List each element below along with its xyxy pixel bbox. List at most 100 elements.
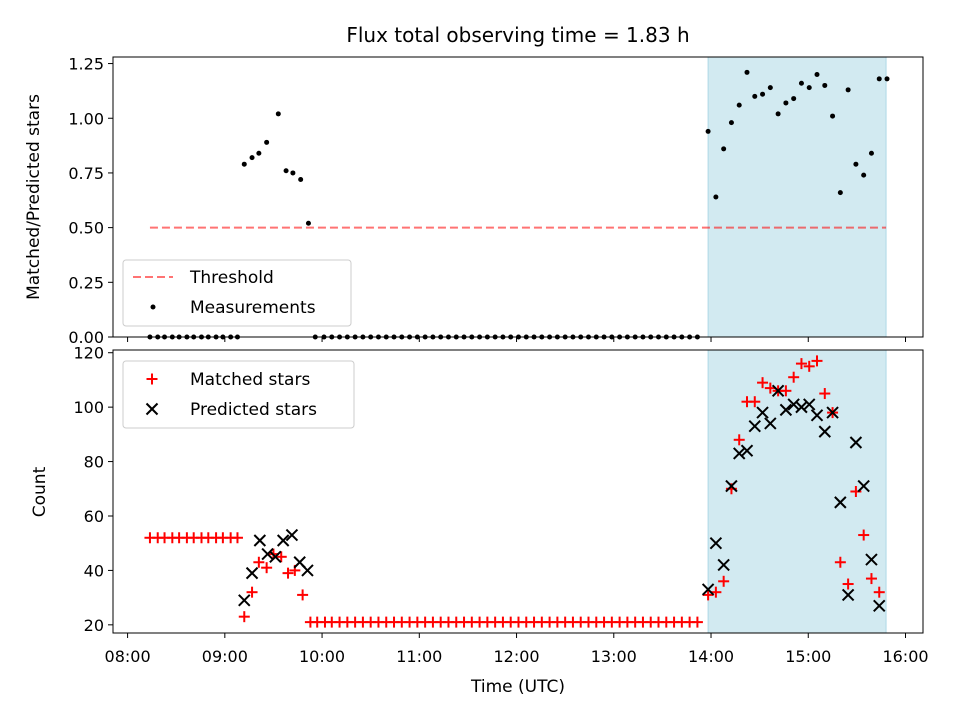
predicted-star-point-b bbox=[834, 496, 847, 509]
predicted-star-point bbox=[276, 534, 290, 547]
top-ytick-label: 1.25 bbox=[68, 55, 104, 74]
predicted-star-point-b bbox=[269, 550, 282, 564]
predicted-star-point bbox=[841, 588, 855, 602]
predicted-star-point-b bbox=[865, 553, 878, 566]
bottom-legend-box bbox=[122, 360, 355, 429]
predicted-star-point bbox=[717, 558, 730, 572]
matched-star-point bbox=[749, 396, 761, 408]
matched-star-point bbox=[873, 586, 885, 598]
predicted-star-point bbox=[857, 479, 870, 493]
measurement-point bbox=[744, 69, 750, 75]
matched-star-point bbox=[238, 611, 250, 623]
bottom-xtick-label: 11:00 bbox=[396, 647, 442, 666]
bottom-y-axis-label: Count bbox=[30, 466, 50, 517]
matched-star-point bbox=[275, 551, 287, 563]
top-ytick-label: 0.00 bbox=[68, 328, 104, 347]
top-y-ticks: 0.00 0.25 0.50 0.75 1.00 1.25 bbox=[68, 55, 113, 347]
top-ytick-label: 0.25 bbox=[68, 273, 104, 292]
predicted-star-point-b bbox=[795, 400, 808, 414]
bottom-xtick-label: 08:00 bbox=[105, 647, 151, 666]
bottom-panel: 20 40 60 80 100 120 08:00 09:00 10:00 11:00 12:00… bbox=[30, 344, 929, 697]
bottom-xtick-label: 12:00 bbox=[493, 647, 539, 666]
measurement-point bbox=[884, 76, 890, 82]
measurement-point bbox=[241, 161, 247, 167]
bottom-ytick-label: 40 bbox=[84, 561, 104, 580]
predicted-star-point bbox=[787, 398, 800, 411]
top-ytick-label: 1.00 bbox=[68, 109, 104, 128]
predicted-star-point-b bbox=[245, 566, 259, 580]
predicted-star-point-b bbox=[873, 599, 886, 612]
legend-predicted-marker bbox=[145, 402, 159, 416]
bottom-xtick-label: 15:00 bbox=[785, 647, 831, 666]
measurement-point bbox=[290, 170, 296, 176]
bottom-x-ticks: 08:00 09:00 10:00 11:00 12:00 13:00 14:00 15:00… bbox=[105, 633, 929, 666]
predicted-star-point-b bbox=[803, 398, 816, 411]
bottom-y-ticks: 20 40 60 80 100 120 bbox=[73, 344, 113, 635]
predicted-star-point-b bbox=[293, 556, 306, 569]
bottom-ytick-label: 100 bbox=[73, 398, 104, 417]
bottom-ytick-label: 60 bbox=[84, 507, 104, 526]
matched-star-point bbox=[691, 616, 703, 628]
measurement-point bbox=[275, 111, 281, 117]
predicted-star-point bbox=[245, 566, 259, 580]
predicted-star-point-b bbox=[733, 447, 746, 460]
matched-star-point bbox=[733, 434, 745, 446]
predicted-star-point-b bbox=[779, 403, 793, 417]
predicted-star-point bbox=[803, 398, 816, 411]
predicted-star-point bbox=[764, 417, 777, 430]
x-axis-label: Time (UTC) bbox=[470, 677, 565, 697]
predicted-star-point bbox=[865, 553, 878, 566]
predicted-star-point-b bbox=[301, 564, 314, 577]
bottom-xtick-label: 10:00 bbox=[299, 647, 345, 666]
measurement-point bbox=[814, 72, 820, 77]
measurement-point bbox=[305, 220, 311, 226]
legend-matched-swatch bbox=[146, 373, 158, 385]
predicted-star-point-b bbox=[857, 479, 870, 493]
top-observing-window-shade bbox=[707, 56, 887, 338]
bottom-ytick-label: 20 bbox=[84, 616, 104, 635]
matched-star-point bbox=[297, 589, 309, 601]
matched-star-point bbox=[788, 371, 800, 383]
measurement-point bbox=[853, 161, 859, 167]
matched-star-point bbox=[253, 556, 265, 568]
top-legend: Threshold Measurements bbox=[122, 259, 352, 327]
predicted-star-point-b bbox=[764, 417, 777, 430]
measurement-point bbox=[760, 91, 766, 97]
legend-matched-label: Matched stars bbox=[190, 370, 310, 390]
predicted-star-point-b bbox=[810, 409, 824, 422]
matched-stars-points bbox=[144, 355, 885, 628]
matched-star-point bbox=[702, 589, 714, 601]
predicted-stars-points bbox=[238, 384, 886, 612]
matched-star-point bbox=[246, 586, 258, 598]
top-legend-box bbox=[122, 259, 352, 327]
predicted-star-point-b bbox=[787, 398, 800, 411]
measurement-point bbox=[806, 85, 812, 91]
measurement-point bbox=[837, 190, 843, 196]
measurement-point bbox=[283, 168, 289, 174]
predicted-star-point bbox=[709, 536, 723, 550]
matched-star-point bbox=[757, 377, 769, 389]
bottom-ytick-label: 120 bbox=[73, 344, 104, 363]
measurement-point bbox=[264, 139, 270, 145]
predicted-star-point bbox=[849, 436, 863, 449]
measurement-point bbox=[767, 85, 773, 91]
measurement-point bbox=[705, 128, 711, 134]
predicted-star-point-b bbox=[740, 444, 754, 457]
top-ytick-label: 0.50 bbox=[68, 219, 104, 238]
top-panel: 0.00 0.25 0.50 0.75 1.00 1.25 Matched/Predict… bbox=[24, 55, 924, 347]
predicted-star-point-b bbox=[725, 479, 738, 493]
predicted-star-point-b bbox=[818, 425, 831, 438]
predicted-star-point-b bbox=[261, 547, 274, 561]
top-axes-frame bbox=[112, 56, 924, 338]
bottom-xtick-label: 13:00 bbox=[591, 647, 637, 666]
measurement-point bbox=[868, 150, 874, 156]
predicted-star-point-b bbox=[826, 406, 839, 419]
predicted-star-point-b bbox=[771, 384, 785, 398]
matched-star-point bbox=[803, 360, 815, 372]
predicted-star-point-b bbox=[238, 594, 251, 607]
predicted-star-point bbox=[826, 406, 839, 419]
legend-predicted-marker-b bbox=[145, 402, 159, 416]
measurement-point bbox=[798, 80, 804, 86]
bottom-xtick-label: 09:00 bbox=[202, 647, 248, 666]
measurement-point bbox=[822, 82, 828, 88]
